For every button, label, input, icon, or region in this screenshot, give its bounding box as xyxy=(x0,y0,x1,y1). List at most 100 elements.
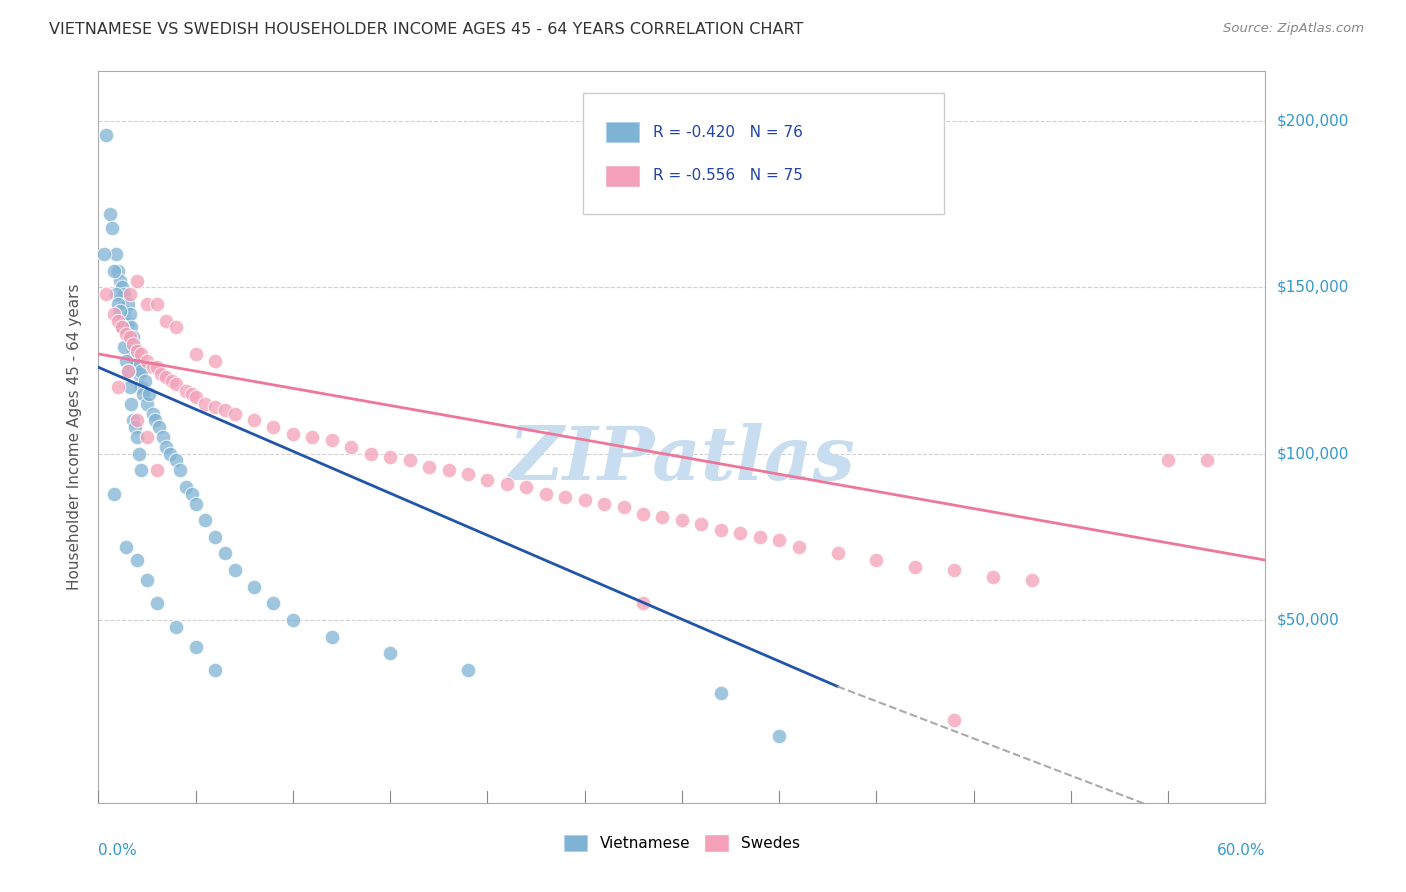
Point xyxy=(515,480,537,494)
Point xyxy=(117,297,139,311)
Point xyxy=(981,570,1004,584)
Point xyxy=(612,500,634,514)
Bar xyxy=(606,166,638,186)
Point xyxy=(904,559,927,574)
Point xyxy=(1157,453,1180,467)
Point xyxy=(214,403,236,417)
Point xyxy=(114,314,136,328)
Point xyxy=(127,357,149,371)
Point xyxy=(184,390,207,404)
Point xyxy=(690,516,713,531)
Point xyxy=(121,320,143,334)
Point xyxy=(104,247,127,261)
Point xyxy=(118,307,141,321)
Point xyxy=(194,513,217,527)
Point xyxy=(262,596,284,610)
Point xyxy=(117,317,139,331)
Point xyxy=(98,207,121,221)
Point xyxy=(194,397,217,411)
Point xyxy=(122,347,145,361)
Point xyxy=(103,264,125,278)
Point xyxy=(101,220,124,235)
Point xyxy=(111,280,134,294)
Point xyxy=(827,546,849,560)
Point xyxy=(114,326,136,341)
Point xyxy=(418,460,440,475)
Text: VIETNAMESE VS SWEDISH HOUSEHOLDER INCOME AGES 45 - 64 YEARS CORRELATION CHART: VIETNAMESE VS SWEDISH HOUSEHOLDER INCOME… xyxy=(49,22,804,37)
Point xyxy=(152,430,174,444)
Point xyxy=(107,380,129,394)
Point xyxy=(127,430,149,444)
Point xyxy=(165,376,187,391)
Point xyxy=(748,530,770,544)
Point xyxy=(136,297,159,311)
Point xyxy=(148,420,170,434)
Point xyxy=(117,363,139,377)
Point xyxy=(184,347,207,361)
Point xyxy=(127,274,149,288)
Point xyxy=(651,509,673,524)
Text: $200,000: $200,000 xyxy=(1277,114,1348,128)
Point xyxy=(146,596,169,610)
Point xyxy=(710,523,733,537)
Point xyxy=(593,497,616,511)
Point xyxy=(111,320,134,334)
Point xyxy=(136,430,159,444)
Point xyxy=(138,387,160,401)
Point xyxy=(730,526,752,541)
Point xyxy=(146,360,169,375)
Point xyxy=(129,380,152,394)
Point xyxy=(136,397,159,411)
Point xyxy=(495,476,517,491)
Point xyxy=(146,297,169,311)
Point xyxy=(169,463,191,477)
Point xyxy=(127,343,149,358)
Y-axis label: Householder Income Ages 45 - 64 years: Householder Income Ages 45 - 64 years xyxy=(67,284,83,591)
Point xyxy=(146,463,169,477)
Point xyxy=(118,287,141,301)
Point xyxy=(117,363,139,377)
Point xyxy=(1021,573,1043,587)
Point xyxy=(281,426,304,441)
Point xyxy=(214,546,236,560)
Point xyxy=(378,646,402,660)
Point xyxy=(943,563,966,577)
Point xyxy=(108,303,131,318)
Point xyxy=(121,397,143,411)
Point xyxy=(149,367,172,381)
Text: R = -0.556   N = 75: R = -0.556 N = 75 xyxy=(652,169,803,184)
Text: $50,000: $50,000 xyxy=(1277,613,1340,627)
Point xyxy=(224,563,246,577)
Point xyxy=(398,453,420,467)
Point xyxy=(111,320,134,334)
Point xyxy=(118,330,141,344)
Point xyxy=(321,434,343,448)
Point xyxy=(155,370,177,384)
Text: 0.0%: 0.0% xyxy=(98,843,138,858)
Point xyxy=(477,473,499,487)
Point xyxy=(93,247,115,261)
Point xyxy=(204,353,226,368)
Point xyxy=(184,497,207,511)
Point xyxy=(107,297,129,311)
Point xyxy=(114,353,136,368)
Point xyxy=(204,400,226,414)
Point xyxy=(155,440,177,454)
Point xyxy=(457,663,479,677)
Point xyxy=(127,553,149,567)
Point xyxy=(128,367,150,381)
Point xyxy=(437,463,460,477)
Point xyxy=(122,330,145,344)
Point xyxy=(111,290,134,304)
Point xyxy=(128,447,150,461)
Point xyxy=(321,630,343,644)
Point xyxy=(1195,453,1218,467)
Point xyxy=(118,380,141,394)
Point xyxy=(103,486,125,500)
Text: 60.0%: 60.0% xyxy=(1218,843,1265,858)
Point xyxy=(180,387,202,401)
Point xyxy=(121,337,143,351)
Point xyxy=(865,553,887,567)
Point xyxy=(281,613,304,627)
FancyBboxPatch shape xyxy=(582,94,945,214)
